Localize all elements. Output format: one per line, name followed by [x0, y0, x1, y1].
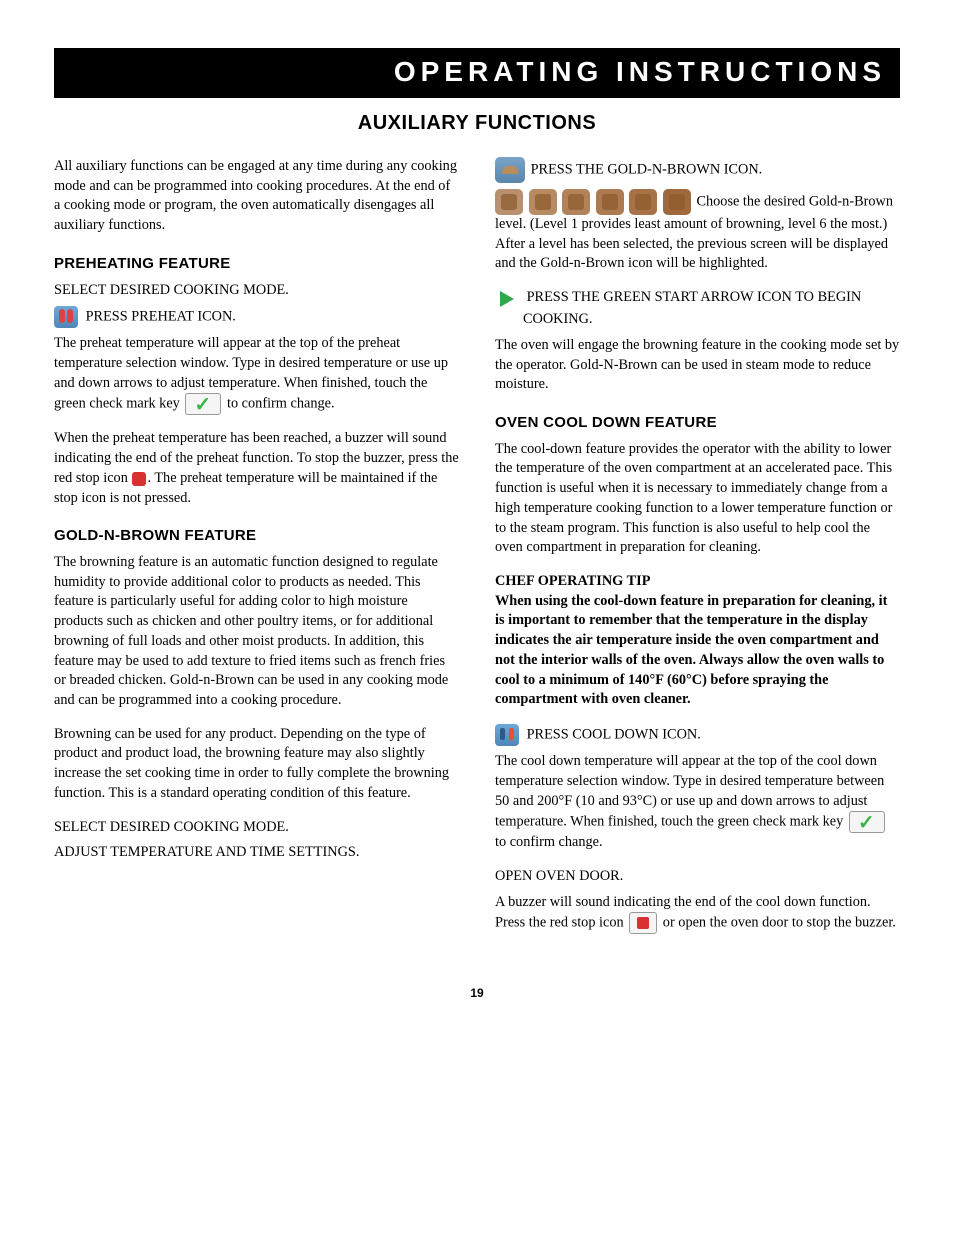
gnb-level-5-icon: [629, 189, 657, 215]
preheat-paragraph-1: The preheat temperature will appear at t…: [54, 334, 459, 415]
right-column: PRESS THE GOLD-N-BROWN ICON. Choose the …: [495, 157, 900, 948]
cooldown-step-press-icon-label: PRESS COOL DOWN ICON.: [527, 726, 701, 742]
preheat-step-select-mode: SELECT DESIRED COOKING MODE.: [54, 281, 459, 301]
stop-icon: [629, 912, 657, 934]
chef-tip-heading: CHEF OPERATING TIP: [495, 572, 900, 592]
cooldown-step-press-icon: PRESS COOL DOWN ICON.: [495, 724, 900, 746]
cooldown-p2-a: The cool down temperature will appear at…: [495, 753, 884, 829]
gnb-level-2-icon: [529, 189, 557, 215]
cooldown-step-open-door: OPEN OVEN DOOR.: [495, 867, 900, 887]
gnb-paragraph-2: Browning can be used for any product. De…: [54, 725, 459, 804]
check-mark-icon: [185, 393, 221, 415]
cooldown-p2-b: to confirm change.: [495, 834, 603, 850]
gnb-level-4-icon: [596, 189, 624, 215]
gnb-level-icons: [495, 189, 693, 215]
gnb-step-adjust: ADJUST TEMPERATURE AND TIME SETTINGS.: [54, 843, 459, 863]
gnb-step-select-mode: SELECT DESIRED COOKING MODE.: [54, 818, 459, 838]
content-columns: All auxiliary functions can be engaged a…: [54, 157, 900, 948]
preheat-step-press-icon: PRESS PREHEAT ICON.: [54, 306, 459, 328]
gnb-levels-paragraph: Choose the desired Gold-n-Brown level. (…: [495, 189, 900, 274]
gnb-step-press-icon-label: PRESS THE GOLD-N-BROWN ICON.: [531, 161, 763, 177]
gnb-level-6-icon: [663, 189, 691, 215]
left-column: All auxiliary functions can be engaged a…: [54, 157, 459, 948]
header-bar: OPERATING INSTRUCTIONS: [54, 48, 900, 98]
intro-paragraph: All auxiliary functions can be engaged a…: [54, 157, 459, 236]
cooldown-heading: OVEN COOL DOWN FEATURE: [495, 413, 900, 434]
preheat-p1-b: to confirm change.: [223, 396, 334, 412]
gnb-level-1-icon: [495, 189, 523, 215]
cooldown-p3-b: or open the oven door to stop the buzzer…: [659, 915, 896, 931]
preheat-icon: [54, 306, 78, 328]
cool-down-icon: [495, 724, 519, 746]
cooldown-paragraph-3: A buzzer will sound indicating the end o…: [495, 893, 900, 935]
gold-n-brown-icon: [495, 157, 525, 183]
chef-tip-body: When using the cool-down feature in prep…: [495, 592, 900, 710]
cooldown-paragraph-2: The cool down temperature will appear at…: [495, 752, 900, 853]
gnb-paragraph-3: The oven will engage the browning featur…: [495, 336, 900, 395]
preheat-step-press-icon-label: PRESS PREHEAT ICON.: [86, 309, 236, 325]
gnb-paragraph-1: The browning feature is an automatic fun…: [54, 553, 459, 711]
preheating-heading: PREHEATING FEATURE: [54, 254, 459, 275]
preheat-paragraph-2: When the preheat temperature has been re…: [54, 429, 459, 508]
start-arrow-icon: [495, 288, 519, 310]
stop-icon: [132, 472, 146, 486]
gnb-step-start: PRESS THE GREEN START ARROW ICON TO BEGI…: [495, 288, 900, 330]
gnb-step-start-label: PRESS THE GREEN START ARROW ICON TO BEGI…: [523, 289, 861, 327]
header-title: OPERATING INSTRUCTIONS: [394, 56, 886, 87]
gnb-step-press-icon: PRESS THE GOLD-N-BROWN ICON.: [495, 157, 900, 183]
gnb-level-3-icon: [562, 189, 590, 215]
section-title: AUXILIARY FUNCTIONS: [54, 112, 900, 135]
check-mark-icon: [849, 811, 885, 833]
gnb-heading: GOLD-N-BROWN FEATURE: [54, 526, 459, 547]
cooldown-paragraph-1: The cool-down feature provides the opera…: [495, 440, 900, 558]
page-number: 19: [54, 986, 900, 1000]
